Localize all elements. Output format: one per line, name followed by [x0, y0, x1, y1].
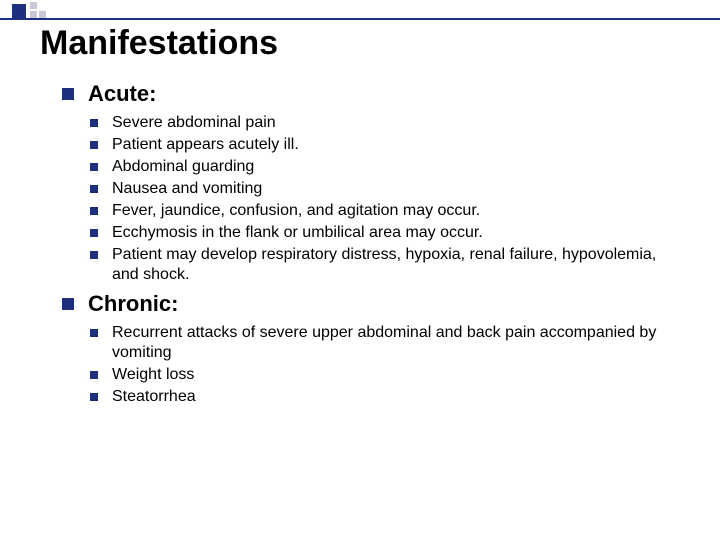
bullet-icon	[90, 229, 98, 237]
bullet-icon	[62, 298, 74, 310]
slide-content: Manifestations Acute: Severe abdominal p…	[40, 24, 680, 409]
deco-square-small	[30, 11, 37, 18]
bullet-icon	[90, 207, 98, 215]
list-item-text: Fever, jaundice, confusion, and agitatio…	[112, 201, 480, 221]
list-item-text: Patient appears acutely ill.	[112, 135, 299, 155]
list-item-text: Abdominal guarding	[112, 157, 254, 177]
bullet-icon	[90, 329, 98, 337]
list-item: Steatorrhea	[90, 387, 680, 407]
list-item-text: Recurrent attacks of severe upper abdomi…	[112, 323, 680, 363]
list-item: Nausea and vomiting	[90, 179, 680, 199]
bullet-icon	[90, 371, 98, 379]
section-heading-row: Chronic:	[62, 291, 680, 317]
list-item: Patient may develop respiratory distress…	[90, 245, 680, 285]
list-item-text: Ecchymosis in the flank or umbilical are…	[112, 223, 483, 243]
bullet-icon	[90, 119, 98, 127]
header-decoration	[0, 0, 720, 20]
list-item-text: Patient may develop respiratory distress…	[112, 245, 680, 285]
section-heading-row: Acute:	[62, 81, 680, 107]
list-item-text: Steatorrhea	[112, 387, 196, 407]
list-item: Weight loss	[90, 365, 680, 385]
list-item-text: Weight loss	[112, 365, 194, 385]
bullet-icon	[90, 393, 98, 401]
list-item-text: Nausea and vomiting	[112, 179, 262, 199]
section-heading: Chronic:	[88, 291, 178, 317]
list-item: Ecchymosis in the flank or umbilical are…	[90, 223, 680, 243]
list-item: Abdominal guarding	[90, 157, 680, 177]
deco-square-small	[39, 11, 46, 18]
bullet-icon	[90, 251, 98, 259]
section-heading: Acute:	[88, 81, 156, 107]
header-rule	[0, 18, 720, 20]
slide-title: Manifestations	[40, 24, 680, 63]
deco-square-small	[30, 2, 37, 9]
list-item: Severe abdominal pain	[90, 113, 680, 133]
list-item-text: Severe abdominal pain	[112, 113, 276, 133]
slide: Manifestations Acute: Severe abdominal p…	[0, 0, 720, 540]
bullet-icon	[90, 185, 98, 193]
bullet-icon	[62, 88, 74, 100]
list-item: Recurrent attacks of severe upper abdomi…	[90, 323, 680, 363]
list-item: Fever, jaundice, confusion, and agitatio…	[90, 201, 680, 221]
deco-square-large	[12, 4, 26, 18]
bullet-icon	[90, 163, 98, 171]
list-item: Patient appears acutely ill.	[90, 135, 680, 155]
bullet-icon	[90, 141, 98, 149]
